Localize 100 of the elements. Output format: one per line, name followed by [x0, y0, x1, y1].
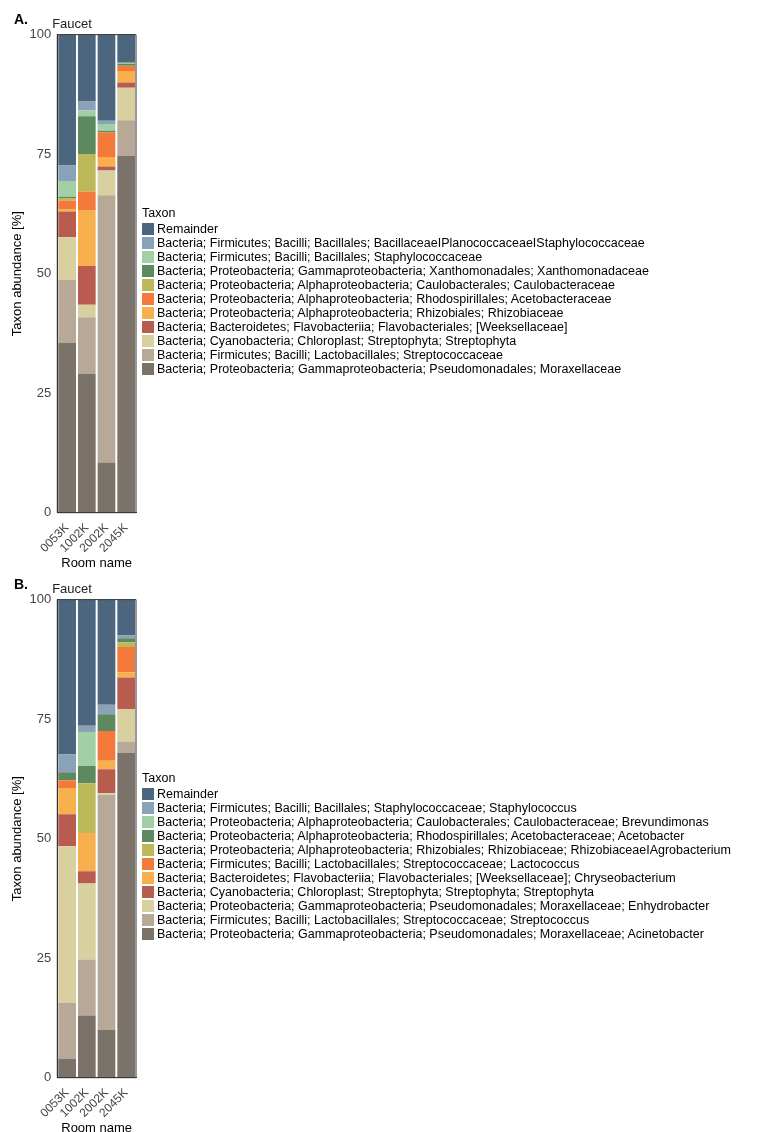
bar: [117, 752, 136, 1078]
text: A.: [14, 10, 28, 27]
bar: [117, 637, 136, 642]
bar: [117, 65, 136, 71]
bar: [58, 787, 76, 814]
bar: [97, 123, 116, 131]
bar: [77, 190, 96, 210]
bar: [117, 70, 136, 82]
legend-label: Bacteria; Firmicutes; Bacilli; Lactobacillales; Streptococcaceae; Streptococcus: [157, 912, 590, 927]
legend-label: Remainder: [157, 786, 219, 801]
bar: [77, 832, 96, 871]
bar: [97, 768, 116, 793]
legend-label: Bacteria; Proteobacteria; Gammaproteobacteria; Pseudomonadales; Moraxellaceae; Acinetobacter: [157, 926, 704, 941]
bar: [77, 265, 96, 305]
bar: [77, 101, 96, 111]
bar: [77, 599, 96, 726]
x-axis-title: Room name: [61, 554, 133, 570]
legend-label: Bacteria; Proteobacteria; Gammaproteobacteria; Pseudomonadales; Moraxellaceae; Enhydrobacter: [157, 898, 710, 913]
y-tick-label: 100: [29, 25, 52, 41]
bar: [58, 779, 76, 788]
bar: [58, 1002, 76, 1059]
legend-label: Bacteria; Firmicutes; Bacilli; Bacillales; Staphylococcaceae: [157, 249, 483, 264]
bar: [58, 1058, 76, 1078]
bar: [117, 119, 136, 156]
legend-label: Bacteria; Proteobacteria; Alphaproteobacteria; Rhodospirillales; Acetobacteraceae: [157, 291, 612, 306]
legend-label: Bacteria; Proteobacteria; Alphaproteobacteria; Rhodospirillales; Acetobacteraceae; Acetobacter: [157, 828, 685, 843]
y-tick-label: 75: [36, 710, 52, 726]
y-tick-label: 75: [36, 145, 52, 161]
bar: [117, 81, 136, 88]
bar: [58, 210, 76, 237]
legend-label: Bacteria; Firmicutes; Bacilli; Bacillales; Staphylococcaceae; Staphylococcus: [157, 800, 577, 815]
bar: [97, 194, 116, 462]
bar: [97, 461, 116, 513]
legend-label: Bacteria; Cyanobacteria; Chloroplast; Streptophyta; Streptophyta: [157, 333, 517, 348]
bar: [117, 634, 136, 638]
legend-label: Bacteria; Bacteroidetes; Flavobacteriia; Flavobacteriales; [Weeksellaceae]: [157, 319, 568, 334]
x-axis-title: Room name: [61, 1119, 133, 1132]
bar: [77, 316, 96, 374]
y-axis-title: Taxon abundance [%]: [9, 775, 25, 901]
legend-title: Taxon: [142, 205, 177, 220]
bar: [117, 741, 136, 753]
bar: [117, 599, 136, 635]
bar: [58, 180, 76, 197]
bar: [117, 646, 136, 672]
legend-label: Bacteria; Proteobacteria; Alphaproteobacteria; Caulobacterales; Caulobacteraceae; Brevundimonas: [157, 814, 709, 829]
legend-label: Bacteria; Proteobacteria; Gammaproteobacteria; Xanthomonadales; Xanthomonadaceae: [157, 263, 649, 278]
y-tick-label: 100: [29, 590, 52, 606]
bar: [117, 677, 136, 709]
bar: [77, 304, 96, 317]
bar: [58, 599, 76, 754]
bar: [77, 153, 96, 191]
bar: [77, 373, 96, 513]
legend-label: Bacteria; Proteobacteria; Alphaproteobacteria; Rhizobiales; Rhizobiaceae; RhizobiaceaeIAgrobacterium: [157, 842, 731, 857]
legend-label: Bacteria; Proteobacteria; Gammaproteobacteria; Pseudomonadales; Moraxellaceae: [157, 361, 622, 376]
legend-label: Bacteria; Cyanobacteria; Chloroplast; Streptophyta; Streptophyta; Streptophyta: [157, 884, 595, 899]
y-tick-label: 50: [36, 829, 52, 845]
bar: [117, 708, 136, 742]
bar: [77, 782, 96, 833]
bar: [77, 34, 96, 102]
bar: [117, 155, 136, 513]
bar: [58, 165, 76, 181]
bar: [58, 34, 76, 166]
bar: [77, 765, 96, 783]
legend-label: Bacteria; Firmicutes; Bacilli; Bacillales; BacillaceaeIPlanococcaceaeIStaphylococcaceae: [157, 235, 645, 250]
bar: [97, 599, 116, 705]
bar: [97, 156, 116, 167]
bar: [58, 845, 76, 1003]
bar: [58, 236, 76, 280]
bar: [97, 730, 116, 761]
bar: [97, 34, 116, 121]
bar: [58, 754, 76, 772]
bar: [77, 209, 96, 266]
bar: [77, 1015, 96, 1078]
bar: [58, 813, 76, 846]
bar: [97, 169, 116, 195]
bar: [117, 641, 136, 647]
y-tick-label: 25: [36, 384, 52, 400]
bar: [77, 959, 96, 1016]
y-axis-title: Taxon abundance [%]: [9, 210, 25, 336]
chart-title: Faucet: [52, 580, 93, 596]
bar: [58, 279, 76, 343]
bar: [117, 34, 136, 63]
bar: [97, 131, 116, 157]
bar: [58, 771, 76, 780]
text: B.: [14, 575, 28, 592]
y-tick-label: 25: [36, 949, 52, 965]
legend-label: Bacteria; Bacteroidetes; Flavobacteriia; Flavobacteriales; [Weeksellaceae]; Chryseobacterium: [157, 870, 676, 885]
bar: [117, 87, 136, 120]
legend-label: Remainder: [157, 221, 219, 236]
legend-label: Bacteria; Firmicutes; Bacilli; Lactobacillales; Streptococcaceae; Lactococcus: [157, 856, 580, 871]
legend-title: Taxon: [142, 770, 177, 785]
bar: [77, 883, 96, 960]
chart-title: Faucet: [52, 15, 93, 31]
bar: [97, 704, 116, 714]
y-tick-label: 0: [44, 1068, 52, 1084]
bar: [77, 870, 96, 884]
bar: [58, 199, 76, 209]
bar: [58, 342, 76, 513]
bar: [97, 794, 116, 1030]
legend-label: Bacteria; Proteobacteria; Alphaproteobacteria; Rhizobiales; Rhizobiaceae: [157, 305, 564, 320]
